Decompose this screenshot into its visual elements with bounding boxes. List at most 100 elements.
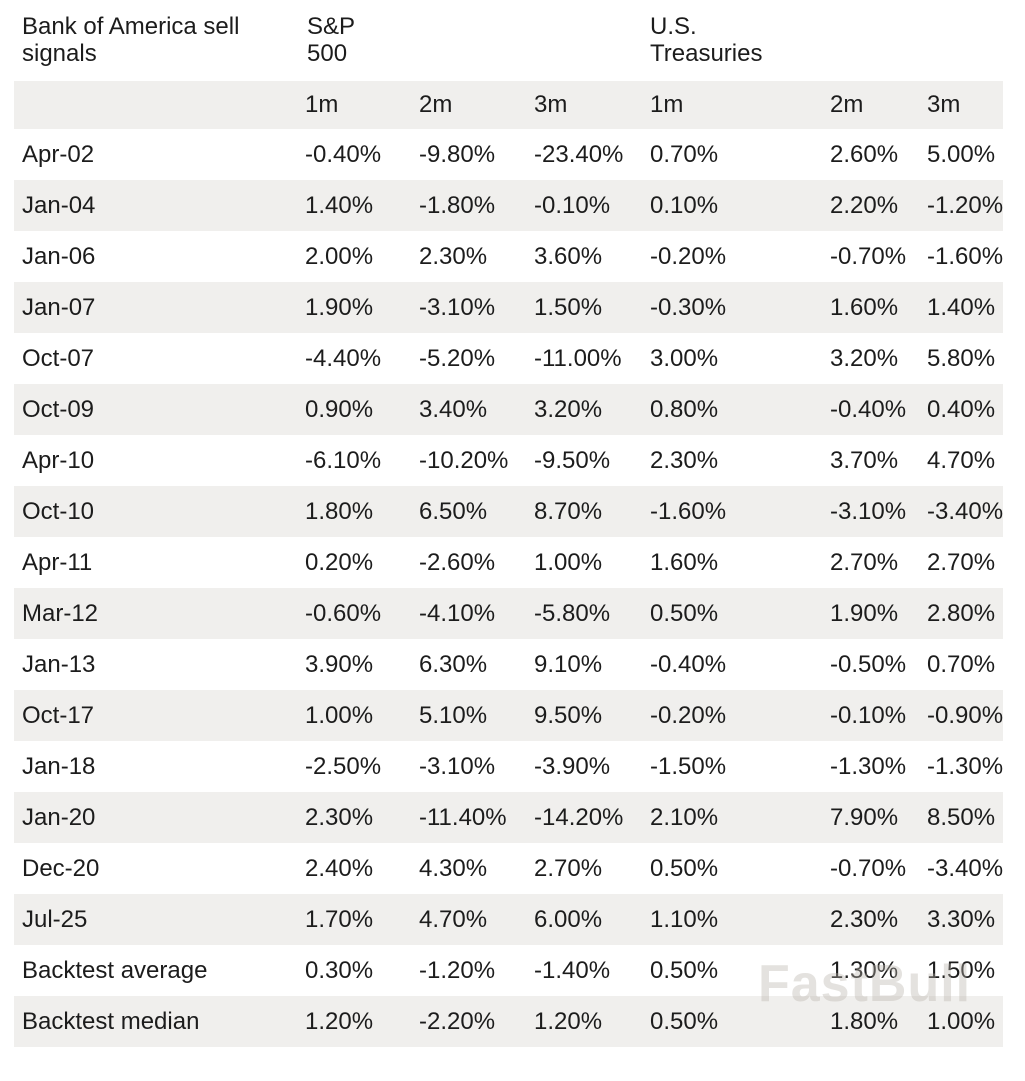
value-cell: 2.70% [830,548,899,576]
value-cell: -10.20% [419,446,509,474]
row-label: Apr-02 [22,140,95,168]
table-row: Apr-11 0.20% -2.60% 1.00% 1.60% 2.70% 2.70% [14,537,1003,588]
value-cell: 0.20% [305,548,374,576]
value-cell: -0.30% [650,293,727,321]
value-cell: -0.50% [830,650,907,678]
value-cell: -0.60% [305,599,382,627]
value-cell: 1.90% [830,599,899,627]
value-cell: 1.90% [305,293,374,321]
value-cell: -9.80% [419,140,496,168]
value-cell: 3.30% [927,905,996,933]
value-cell: 2.20% [830,191,899,219]
value-cell: -0.20% [650,701,727,729]
table-row: Jan-13 3.90% 6.30% 9.10% -0.40% -0.50% 0.70% [14,639,1003,690]
value-cell: 2.30% [650,446,719,474]
row-label: Dec-20 [22,854,100,882]
table-row: Oct-10 1.80% 6.50% 8.70% -1.60% -3.10% -3.40% [14,486,1003,537]
value-cell: -2.20% [419,1007,496,1035]
table-row: Apr-02 -0.40% -9.80% -23.40% 0.70% 2.60% 5.00% [14,129,1003,180]
row-label: Jan-18 [22,752,96,780]
value-cell: -23.40% [534,140,624,168]
value-cell: 3.40% [419,395,488,423]
value-cell: 1.60% [650,548,719,576]
value-cell: -1.30% [830,752,907,780]
value-cell: 0.40% [927,395,996,423]
value-cell: 2.40% [305,854,374,882]
value-cell: -1.60% [927,242,1004,270]
value-cell: 1.70% [305,905,374,933]
row-label: Jul-25 [22,905,88,933]
value-cell: 3.90% [305,650,374,678]
column-header-sp-1m: 1m [305,91,339,118]
value-cell: -5.20% [419,344,496,372]
table-row: Apr-10 -6.10% -10.20% -9.50% 2.30% 3.70% 4.70% [14,435,1003,486]
value-cell: -0.10% [534,191,611,219]
value-cell: -6.10% [305,446,382,474]
table-row: Oct-07 -4.40% -5.20% -11.00% 3.00% 3.20% 5.80% [14,333,1003,384]
value-cell: 3.00% [650,344,719,372]
value-cell: -5.80% [534,599,611,627]
value-cell: 1.00% [534,548,603,576]
value-cell: 1.50% [927,956,996,984]
value-cell: 5.10% [419,701,488,729]
table-row: Oct-09 0.90% 3.40% 3.20% 0.80% -0.40% 0.40% [14,384,1003,435]
table-body: Apr-02 -0.40% -9.80% -23.40% 0.70% 2.60% 5.00%… [14,129,1003,1047]
value-cell: 1.10% [650,905,719,933]
value-cell: -3.40% [927,854,1004,882]
value-cell: -1.20% [927,191,1004,219]
row-label: Jan-07 [22,293,96,321]
value-cell: 0.30% [305,956,374,984]
value-cell: 1.80% [830,1007,899,1035]
row-label: Oct-09 [22,395,95,423]
row-label: Oct-17 [22,701,95,729]
table-row: Backtest median 1.20% -2.20% 1.20% 0.50% 1.80… [14,996,1003,1047]
value-cell: -0.40% [830,395,907,423]
value-cell: 7.90% [830,803,899,831]
value-cell: -0.70% [830,854,907,882]
value-cell: 0.50% [650,956,719,984]
value-cell: 1.00% [305,701,374,729]
value-cell: 4.30% [419,854,488,882]
value-cell: 2.80% [927,599,996,627]
table-row: Jan-07 1.90% -3.10% 1.50% -0.30% 1.60% 1.40% [14,282,1003,333]
value-cell: 2.10% [650,803,719,831]
value-cell: 2.30% [419,242,488,270]
value-cell: 0.50% [650,854,719,882]
value-cell: 8.50% [927,803,996,831]
value-cell: -4.40% [305,344,382,372]
table-title: Bank of America sell signals [22,13,240,67]
column-group-treasuries: U.S. Treasuries [650,13,763,67]
value-cell: 0.70% [650,140,719,168]
value-cell: -0.70% [830,242,907,270]
row-label: Backtest average [22,956,208,984]
value-cell: 1.30% [830,956,899,984]
value-cell: -0.90% [927,701,1004,729]
row-label: Jan-04 [22,191,96,219]
table-row: Jan-04 1.40% -1.80% -0.10% 0.10% 2.20% -1.20% [14,180,1003,231]
value-cell: 1.20% [534,1007,603,1035]
value-cell: -14.20% [534,803,624,831]
value-cell: 4.70% [927,446,996,474]
row-label: Oct-10 [22,497,95,525]
row-label: Mar-12 [22,599,99,627]
value-cell: 9.10% [534,650,603,678]
value-cell: -3.40% [927,497,1004,525]
value-cell: 5.80% [927,344,996,372]
value-cell: 0.70% [927,650,996,678]
value-cell: 4.70% [419,905,488,933]
table-row: Mar-12 -0.60% -4.10% -5.80% 0.50% 1.90% 2.80% [14,588,1003,639]
value-cell: -4.10% [419,599,496,627]
value-cell: 1.40% [305,191,374,219]
row-label: Backtest median [22,1007,200,1035]
value-cell: -3.90% [534,752,611,780]
value-cell: 6.50% [419,497,488,525]
table-row: Jan-20 2.30% -11.40% -14.20% 2.10% 7.90% 8.50% [14,792,1003,843]
value-cell: 1.00% [927,1007,996,1035]
value-cell: 2.60% [830,140,899,168]
value-cell: -2.60% [419,548,496,576]
table-row: Dec-20 2.40% 4.30% 2.70% 0.50% -0.70% -3.40% [14,843,1003,894]
value-cell: 1.50% [534,293,603,321]
row-label: Jan-13 [22,650,96,678]
table-row: Jul-25 1.70% 4.70% 6.00% 1.10% 2.30% 3.30% [14,894,1003,945]
value-cell: -11.00% [534,344,622,372]
